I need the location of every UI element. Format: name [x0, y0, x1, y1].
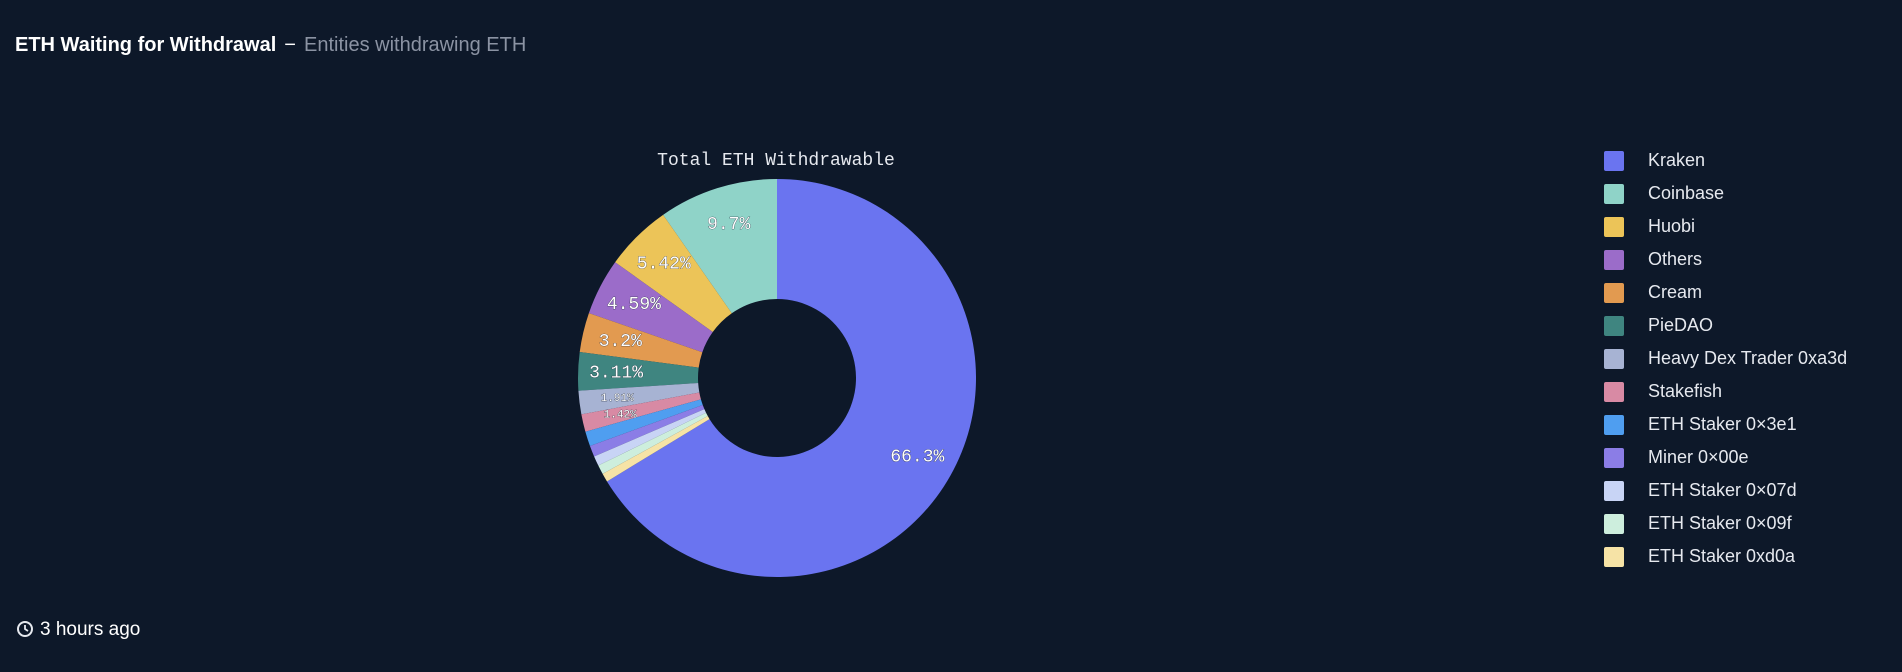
subtitle: Entities withdrawing ETH	[304, 34, 526, 56]
legend-swatch	[1604, 382, 1624, 402]
pie-slice	[581, 392, 701, 432]
legend-swatch	[1604, 547, 1624, 567]
legend-label: Heavy Dex Trader 0xa3d	[1648, 348, 1847, 368]
slice-label: 3.2%	[599, 332, 642, 352]
slice-label: 5.42%	[637, 254, 691, 274]
legend-label: Kraken	[1648, 150, 1705, 170]
pie-slice	[588, 262, 713, 353]
legend-label: ETH Staker 0×07d	[1648, 480, 1797, 500]
legend-label: Coinbase	[1648, 183, 1724, 203]
legend-swatch	[1604, 316, 1624, 336]
chart-title: Total ETH Withdrawable	[657, 151, 895, 171]
separator: −	[284, 34, 296, 56]
legend-swatch	[1604, 448, 1624, 468]
pie-slice	[598, 412, 708, 474]
title: ETH Waiting for Withdrawal	[15, 34, 276, 56]
pie-slice	[606, 179, 976, 577]
slice-label: 1.42%	[604, 409, 637, 421]
pie-slice	[585, 399, 703, 446]
widget-title: ETH Waiting for Withdrawal − Entities with…	[15, 34, 526, 56]
slice-label: 9.7%	[707, 215, 750, 235]
pie-slice	[578, 351, 699, 391]
clock-icon	[17, 621, 33, 637]
updated-time: 3 hours ago	[40, 619, 140, 640]
pie-slice	[589, 404, 705, 457]
legend-label: Miner 0×00e	[1648, 447, 1749, 467]
legend-swatch	[1604, 481, 1624, 501]
legend-label: Cream	[1648, 282, 1702, 302]
legend-swatch	[1604, 184, 1624, 204]
pie-slice	[663, 179, 777, 314]
pie-slice	[615, 214, 732, 333]
legend-swatch	[1604, 283, 1624, 303]
pie-slice	[578, 383, 700, 415]
legend-label: Stakefish	[1648, 381, 1722, 401]
legend-label: ETH Staker 0xd0a	[1648, 546, 1796, 566]
slice-label: 4.59%	[607, 295, 661, 315]
slice-label: 3.11%	[589, 363, 643, 383]
slice-label: 66.3%	[890, 448, 944, 468]
legend-label: Others	[1648, 249, 1702, 269]
slice-label: 1.91%	[601, 393, 634, 405]
legend-swatch	[1604, 250, 1624, 270]
legend-swatch	[1604, 514, 1624, 534]
legend-label: ETH Staker 0×3e1	[1648, 414, 1797, 434]
legend-swatch	[1604, 151, 1624, 171]
legend-label: Huobi	[1648, 216, 1695, 236]
pie-slice	[602, 416, 710, 482]
legend-label: PieDAO	[1648, 315, 1713, 335]
legend-swatch	[1604, 349, 1624, 369]
legend-swatch	[1604, 217, 1624, 237]
pie-slice	[594, 409, 707, 466]
legend-label: ETH Staker 0×09f	[1648, 513, 1793, 533]
legend-swatch	[1604, 415, 1624, 435]
pie-slice	[579, 313, 703, 368]
